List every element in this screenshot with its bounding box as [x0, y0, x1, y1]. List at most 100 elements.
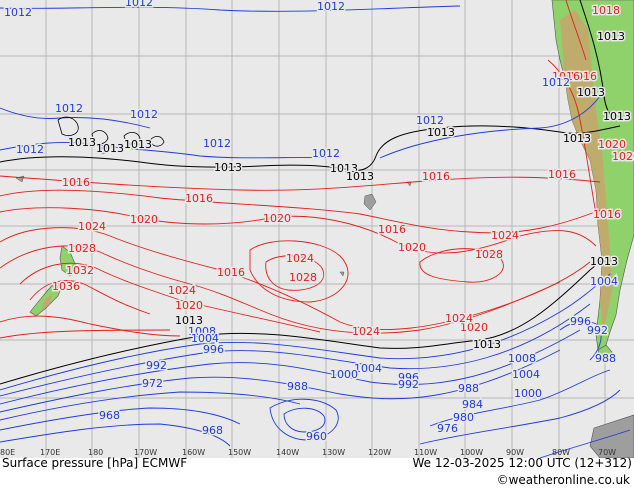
isobar-label: 988: [287, 380, 308, 393]
longitude-tick-label: 150W: [228, 448, 251, 457]
isobar-label: 1000: [330, 368, 358, 381]
isobar-label: 1028: [289, 271, 317, 284]
isobar-label: 1000: [514, 387, 542, 400]
isobar-label: 1013: [563, 132, 591, 145]
longitude-tick-label: 180: [88, 448, 103, 457]
isobar-label: 980: [453, 411, 474, 424]
isobar-label: 1012: [312, 147, 340, 160]
isobar-label: 976: [437, 422, 458, 435]
isobar-label: 1013: [175, 314, 203, 327]
isobar-label: 1012: [55, 102, 83, 115]
map-panel: 1018 1016 1016 1016 1016 1016 1016 1016 1016 1020…: [0, 0, 634, 458]
isobar-label: 992: [398, 378, 419, 391]
isobar-label: 1012: [203, 137, 231, 150]
isobar-label: 1018: [592, 4, 620, 17]
longitude-tick-label: 170E: [40, 448, 60, 457]
isobar-label: 1013: [346, 170, 374, 183]
isobar-label: 1016: [569, 70, 597, 83]
isobar-label: 1016: [185, 192, 213, 205]
valid-time: We 12-03-2025 12:00 UTC (12+312): [412, 456, 632, 470]
isobar-label: 992: [587, 324, 608, 337]
isobar-label: 1012: [317, 0, 345, 13]
longitude-tick-label: 80E: [0, 448, 15, 457]
longitude-tick-label: 120W: [368, 448, 391, 457]
isobar-label: 988: [458, 382, 479, 395]
isobar-label: 1016: [378, 223, 406, 236]
isobar-label: 1036: [52, 280, 80, 293]
isobar-label: 1016: [217, 266, 245, 279]
isobar-label: 1032: [66, 264, 94, 277]
isobar-label: 1024: [352, 325, 380, 338]
isobar-labels-low: 1012 1012 1012 1012 1012 1012 1012 1012 1012 1012…: [3, 0, 620, 445]
isobar-label: 1024: [491, 229, 519, 242]
isobar-label: 1004: [512, 368, 540, 381]
isobar-label: 988: [595, 352, 616, 365]
isobar-label: 1012: [4, 6, 32, 19]
isobar-label: 1024: [78, 220, 106, 233]
isobar-label: 1024: [286, 252, 314, 265]
isobar-label: 968: [202, 424, 223, 437]
isobar-label: 996: [398, 371, 419, 384]
longitude-tick-label: 140W: [276, 448, 299, 457]
isobar-label: 1020: [598, 138, 626, 151]
isobar-label: 1012: [542, 76, 570, 89]
isobar-label: 1020: [130, 213, 158, 226]
tropical-contours: [57, 116, 165, 147]
longitude-axis: 80E 170E 180 170W 160W 150W 140W 130W 120W 110W 10…: [0, 448, 616, 457]
isobar-label: 1012: [125, 0, 153, 9]
isobar-label: 996: [570, 315, 591, 328]
isobars-high: [0, 0, 601, 339]
isobar-label: 1013: [590, 255, 618, 268]
longitude-tick-label: 80W: [552, 448, 570, 457]
land-south-america: [551, 0, 634, 458]
isobar-label: 992: [146, 359, 167, 372]
longitude-tick-label: 70W: [598, 448, 616, 457]
longitude-tick-label: 90W: [506, 448, 524, 457]
isobar-label: 1013: [68, 136, 96, 149]
longitude-tick-label: 100W: [460, 448, 483, 457]
isobar-label: 1028: [475, 248, 503, 261]
isobar-label: 1013: [96, 142, 124, 155]
isobar-label: 1013: [577, 86, 605, 99]
credit: ©weatheronline.co.uk: [496, 473, 630, 487]
isobar-label: 1020: [398, 241, 426, 254]
isobar-label: 1013: [214, 161, 242, 174]
isobar-label: 1016: [548, 168, 576, 181]
isobar-label: 1013: [473, 338, 501, 351]
map-title: Surface pressure [hPa] ECMWF: [2, 456, 188, 470]
isobar-label: 1012: [16, 143, 44, 156]
graticule: [0, 0, 634, 458]
isobar-label: 1013: [124, 138, 152, 151]
isobar-label: 1012: [416, 114, 444, 127]
isobar-label: 1016: [593, 208, 621, 221]
isobar-label: 972: [142, 377, 163, 390]
isobar-label: 1020: [612, 150, 634, 163]
isobar-label: 1024: [168, 284, 196, 297]
isobar-label: 1004: [590, 275, 618, 288]
longitude-tick-label: 160W: [182, 448, 205, 457]
isobar-label: 984: [462, 398, 483, 411]
isobar-label: 1016: [552, 70, 580, 83]
longitude-tick-label: 170W: [134, 448, 157, 457]
land-new-zealand: [29, 245, 77, 317]
isobar-label: 1020: [175, 299, 203, 312]
isobar-label: 1004: [354, 362, 382, 375]
isobar-label: 1008: [188, 325, 216, 338]
isobar-label: 1016: [422, 170, 450, 183]
isobar-label: 968: [99, 409, 120, 422]
longitude-tick-label: 130W: [322, 448, 345, 457]
isobar-label: 1013: [597, 30, 625, 43]
isobar-label: 996: [203, 343, 224, 356]
longitude-tick-label: 110W: [414, 448, 437, 457]
isobar-label: 1020: [460, 321, 488, 334]
isobar-label: 960: [306, 430, 327, 443]
map-footer: Surface pressure [hPa] ECMWF We 12-03-20…: [0, 454, 634, 490]
isobar-label: 1012: [130, 108, 158, 121]
isobar-label: 1004: [191, 332, 219, 345]
isobar-label: 1016: [62, 176, 90, 189]
isobar-label: 1020: [263, 212, 291, 225]
isobar-label: 1008: [508, 352, 536, 365]
